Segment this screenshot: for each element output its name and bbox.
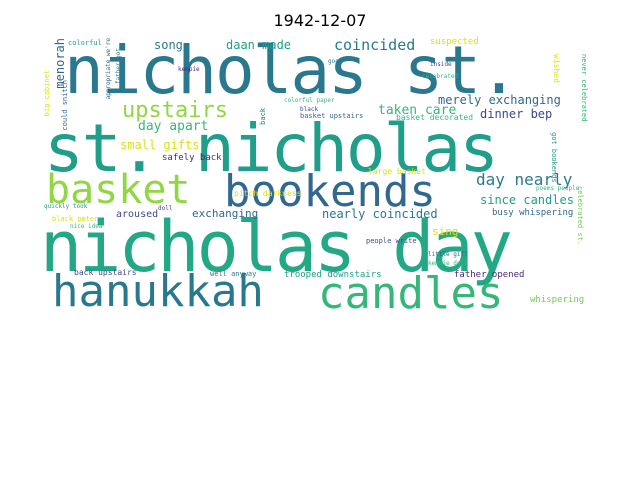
- word-taken-care: taken care: [378, 103, 457, 118]
- word-people-write: people write: [366, 237, 417, 245]
- word-exchanging: exchanging: [192, 207, 259, 220]
- word-merely-exchanging: merely exchanging: [438, 93, 561, 107]
- word-cloud: nicholas st. st. nicholas nicholas day b…: [40, 32, 588, 317]
- word-black: black: [300, 106, 319, 113]
- word-suspected: suspected: [430, 37, 479, 47]
- word-pitch-darkness: pitch darkness: [234, 189, 302, 198]
- word-aroused: aroused: [116, 209, 159, 220]
- word-well-anyway: well anyway: [210, 270, 257, 278]
- word-large-basket: large basket: [368, 167, 426, 176]
- word-nicholas-st: nicholas st.: [64, 32, 519, 109]
- page-title: 1942-12-07: [273, 11, 367, 30]
- word-wished: wished: [552, 54, 561, 83]
- word-trooped-downstairs: trooped downstairs: [284, 270, 382, 280]
- word-colorful: colorful: [68, 39, 102, 47]
- word-dinner-bep: dinner bep: [480, 107, 553, 121]
- word-kempie-doll: kempie doll: [428, 260, 468, 267]
- word-basket-decorated: basket decorated: [396, 113, 474, 122]
- word-could-snitch: could snitch: [61, 80, 69, 131]
- word-back-upstairs: back upstairs: [74, 268, 137, 277]
- word-song: song: [154, 38, 183, 52]
- word-quickly-took: quickly took: [44, 203, 88, 210]
- word-black-peter: black peter: [52, 215, 99, 223]
- word-nicholas-day: nicholas day: [40, 206, 513, 288]
- word-kempie: kempie: [178, 66, 200, 73]
- word-father-opened: father opened: [454, 270, 525, 280]
- word-st-nicholas: st. nicholas: [44, 110, 499, 187]
- word-sing: sing: [432, 225, 459, 238]
- word-got-bookends: got bookends: [550, 132, 558, 183]
- word-day-nearly: day nearly: [476, 170, 573, 189]
- word-safely-back: safely back: [162, 153, 222, 163]
- word-colorful-paper: colorful paper: [284, 97, 335, 104]
- word-celebrated: celebrated: [422, 73, 459, 80]
- word-poems-people: poems people: [536, 185, 580, 192]
- word-daan-made: daan made: [226, 38, 292, 52]
- word-upstairs: upstairs: [122, 98, 228, 123]
- word-little-gift: little gift: [428, 251, 468, 258]
- word-basket: basket: [46, 167, 191, 213]
- word-small-gifts: small gifts: [120, 138, 200, 152]
- word-day-apart: day apart: [138, 119, 209, 134]
- word-inside: inside: [430, 61, 452, 68]
- word-good: good: [328, 58, 343, 65]
- word-busy-whispering: busy whispering: [492, 208, 574, 218]
- word-hanukkah: hanukkah: [52, 266, 264, 317]
- word-big-cabinet: big cabinet: [43, 70, 51, 117]
- word-appropriate-we-re: appropriate we're: [105, 38, 112, 100]
- word-nearly-coincided: nearly coincided: [322, 207, 438, 221]
- word-basket-upstairs: basket upstairs: [300, 112, 364, 120]
- word-bookends: bookends: [224, 166, 436, 217]
- word-celebrated-st: celebrated st.: [576, 186, 584, 246]
- word-whispering: whispering: [530, 295, 585, 305]
- word-back: back: [259, 108, 267, 125]
- word-candles: candles: [318, 268, 504, 319]
- word-doll: doll: [158, 205, 173, 212]
- word-nice-idea: nice idea: [70, 223, 103, 230]
- word-coincided: coincided: [334, 36, 416, 54]
- word-father-got: father got: [115, 48, 122, 85]
- word-never-celebrated: never celebrated: [580, 54, 588, 122]
- word-since-candles: since candles: [480, 193, 574, 207]
